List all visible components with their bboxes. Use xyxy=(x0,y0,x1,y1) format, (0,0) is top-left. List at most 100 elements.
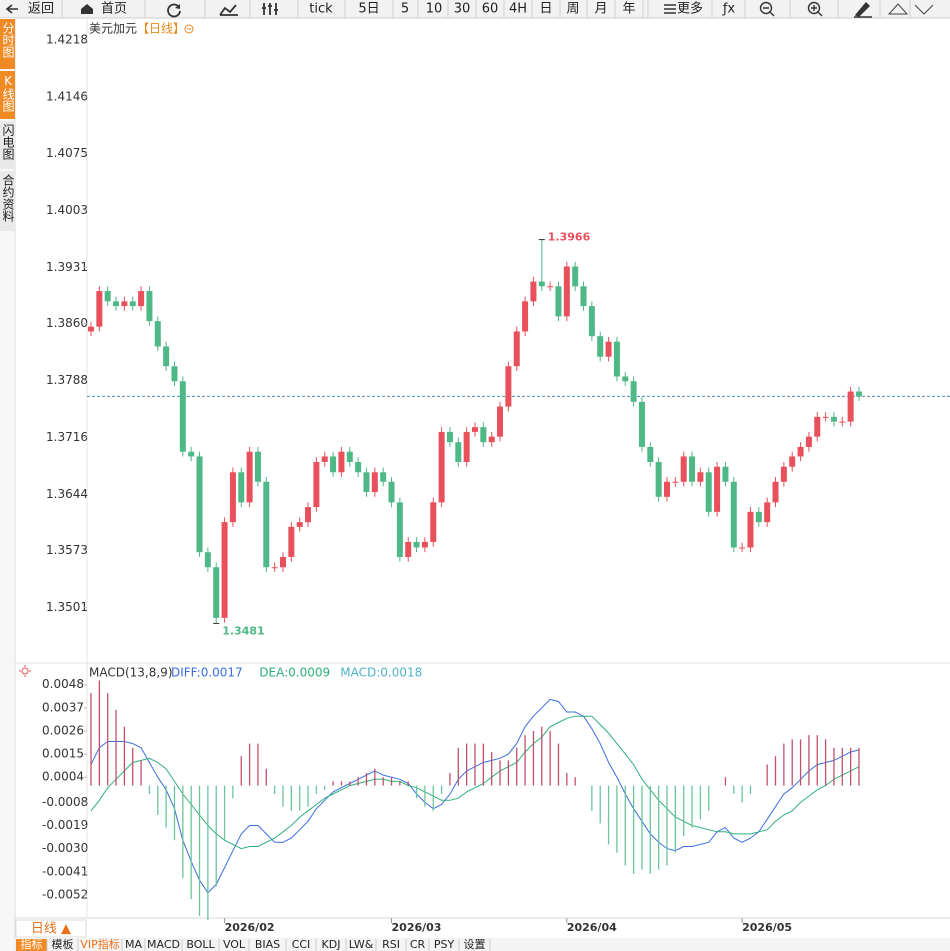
sidebar-tab-label[interactable]: 合约资料 xyxy=(1,173,15,222)
candle-body xyxy=(138,291,145,307)
sidebar-tab[interactable] xyxy=(0,171,15,231)
candle-body xyxy=(463,431,470,462)
toolbar-button[interactable]: 10 xyxy=(426,2,443,17)
triangle-up-icon[interactable] xyxy=(887,3,909,15)
candle-body xyxy=(338,451,345,473)
toolbar-button[interactable]: 周 xyxy=(566,2,579,17)
candle-body xyxy=(413,541,420,548)
sidebar-tab[interactable] xyxy=(0,121,15,169)
y-tick-label: -0.0008 xyxy=(42,795,88,809)
toolbar-button[interactable]: ƒx xyxy=(722,2,736,17)
indicator-tab[interactable]: LW& xyxy=(349,938,374,951)
candle-body xyxy=(163,346,170,367)
low-annotation: 1.3481 xyxy=(222,624,264,637)
candle-body xyxy=(280,556,286,568)
collapse-icon[interactable] xyxy=(184,24,194,34)
candle-body xyxy=(630,381,637,402)
toolbar-button[interactable]: 60 xyxy=(482,2,499,17)
macd-title: MACD(13,8,9) xyxy=(89,666,173,680)
indicator-tab[interactable]: MA xyxy=(125,938,142,951)
toolbar-button[interactable]: 5 xyxy=(401,2,409,17)
triangle-down-icon[interactable] xyxy=(914,4,934,15)
candle-body xyxy=(446,431,453,443)
toolbar-button[interactable]: 30 xyxy=(454,2,471,17)
candle-body xyxy=(538,281,545,287)
candle-body xyxy=(580,286,587,307)
chart-type-icon[interactable] xyxy=(219,4,238,16)
draw-icon[interactable] xyxy=(854,1,872,18)
indicator-tab[interactable]: BOLL xyxy=(186,938,215,951)
indicator-tab[interactable]: VIP指标 xyxy=(80,937,119,951)
indicator-tab[interactable]: MACD xyxy=(147,938,180,951)
toolbar-button[interactable]: 4H xyxy=(509,2,527,17)
toolbar-button[interactable]: 月 xyxy=(594,2,607,17)
date-label: 2026/05 xyxy=(742,921,792,934)
toolbar-button[interactable]: 返回 xyxy=(28,2,54,17)
candle-body xyxy=(755,511,762,523)
y-tick-label: 0.0037 xyxy=(42,700,84,714)
period-label[interactable]: 日线 ▲ xyxy=(31,922,71,937)
settings-icon[interactable] xyxy=(21,667,29,675)
candle-body xyxy=(380,472,387,482)
indicator-tab[interactable]: CCI xyxy=(292,938,311,951)
toolbar xyxy=(0,0,950,18)
candle-body xyxy=(613,341,620,377)
toolbar-button[interactable]: 更多 xyxy=(677,1,703,17)
sidebar xyxy=(0,18,15,951)
indicator-tab[interactable]: 模板 xyxy=(52,937,74,951)
toolbar-button[interactable]: 日 xyxy=(539,2,552,17)
indicator-tab[interactable]: RSI xyxy=(382,938,400,951)
sidebar-tab[interactable] xyxy=(0,19,15,69)
indicator-tab[interactable]: VOL xyxy=(223,938,246,951)
candle-icon[interactable] xyxy=(262,3,278,15)
y-tick-label: 1.4146 xyxy=(46,90,88,104)
toolbar-button[interactable]: 年 xyxy=(622,2,635,17)
candle-body xyxy=(497,406,504,437)
candle-body xyxy=(421,541,428,548)
candle-body xyxy=(88,326,94,332)
candle-body xyxy=(722,466,729,482)
candle-body xyxy=(605,341,612,357)
candle-body xyxy=(597,336,604,357)
period-button[interactable] xyxy=(15,919,87,938)
toolbar-button[interactable]: tick xyxy=(309,2,333,17)
y-tick-label: 1.4003 xyxy=(46,203,88,217)
candle-body xyxy=(355,461,362,473)
chart-title: 美元加元 xyxy=(89,22,137,36)
y-tick-label: -0.0041 xyxy=(42,864,88,878)
candle-body xyxy=(672,481,679,483)
toolbar-button[interactable]: 首页 xyxy=(101,2,127,17)
zoom-out-icon[interactable] xyxy=(759,1,773,15)
sidebar-tab-label[interactable]: 闪电图 xyxy=(1,124,15,160)
indicator-tab[interactable]: 指标 xyxy=(21,937,43,951)
candle-body xyxy=(129,301,136,307)
candle-body xyxy=(455,442,462,462)
indicator-tab[interactable]: 设置 xyxy=(464,938,486,951)
candle-body xyxy=(547,286,554,288)
indicator-tab[interactable]: PSY xyxy=(434,938,455,951)
indicator-tab[interactable]: CR xyxy=(410,938,426,951)
toolbar-button[interactable]: 5日 xyxy=(358,2,379,17)
candle-body xyxy=(371,472,378,493)
settings-rays xyxy=(19,665,31,677)
y-tick-label: -0.0052 xyxy=(42,887,88,901)
candle-body xyxy=(572,266,579,287)
refresh-icon[interactable] xyxy=(167,3,181,18)
home-icon xyxy=(81,4,93,14)
y-tick-label: 0.0048 xyxy=(42,677,84,691)
candle-body xyxy=(747,511,754,548)
zoom-in-icon[interactable] xyxy=(807,1,821,15)
candle-body xyxy=(430,502,437,542)
candle-body xyxy=(171,366,178,382)
sidebar-tab-label[interactable]: K线图 xyxy=(1,74,15,112)
sidebar-tab[interactable] xyxy=(0,71,15,119)
candle-body xyxy=(146,291,153,322)
indicator-tab[interactable]: KDJ xyxy=(322,938,341,951)
candle-body xyxy=(188,451,195,457)
candle-body xyxy=(647,446,654,462)
sidebar-tab-label[interactable]: 分时图 xyxy=(1,22,15,58)
y-tick-label: 0.0026 xyxy=(42,723,84,737)
candle-body xyxy=(121,301,128,307)
indicator-tab[interactable]: BIAS xyxy=(255,938,280,951)
